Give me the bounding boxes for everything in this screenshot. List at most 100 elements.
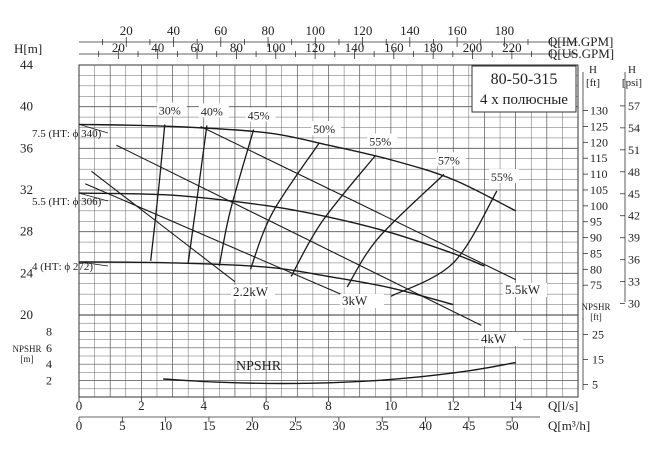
efficiency-label-bg — [435, 152, 466, 167]
psi-tick-label: 42 — [628, 209, 640, 223]
efficiency-label-bg — [245, 107, 276, 122]
ft-tick-label: 80 — [590, 262, 602, 276]
npsh-tick-label: 8 — [46, 324, 52, 338]
bottom-tick-label: 10 — [384, 398, 397, 413]
npsh-tick-label: 2 — [46, 374, 52, 388]
top-tick-label: 40 — [167, 23, 180, 38]
head-tick-label: 28 — [20, 224, 33, 239]
power-line — [91, 170, 236, 283]
top-axis-label: Q[US.GPM] — [548, 46, 614, 61]
top-tick-label: 220 — [502, 40, 522, 55]
bottom-tick-label: 20 — [246, 418, 259, 433]
bottom-tick-label: 30 — [332, 418, 345, 433]
head-tick-label: 44 — [20, 57, 34, 72]
power-line-label: 5.5kW — [505, 282, 541, 297]
bottom-tick-label: 12 — [447, 398, 460, 413]
npsh-tick-label: 6 — [46, 341, 52, 355]
bottom-tick-label: 2 — [138, 398, 145, 413]
npsh-axis-unit: [m] — [21, 354, 34, 364]
ft-axis-unit: [ft] — [586, 77, 600, 89]
npsh-tick-label: 4 — [46, 357, 52, 371]
ft-axis-label: H — [589, 64, 597, 76]
efficiency-label: 55% — [369, 135, 391, 149]
bottom-axes: 0 2 4 6 8 10 12 14 Q[l/s] 0 5 10 15 20 25 30 35 40 45 50 Q[m… — [76, 397, 590, 433]
efficiency-label: 50% — [313, 122, 335, 136]
power-line — [200, 126, 516, 281]
chart-curves: 7.5 (НТ: ϕ 340) 5.5 (НТ: ϕ 306) 4 (НТ: ϕ 2… — [32, 102, 547, 385]
head-curve — [78, 123, 516, 212]
efficiency-curve — [390, 190, 498, 297]
ft-tick-label: 115 — [590, 151, 608, 165]
efficiency-curve — [187, 125, 208, 263]
ft-tick-label: 90 — [590, 231, 602, 245]
psi-tick-label: 36 — [628, 253, 640, 267]
ft-tick-label: 120 — [590, 135, 608, 149]
model-title-box: 80-50-315 4 х полюсные — [471, 65, 577, 113]
ft-tick-label: 95 — [590, 215, 602, 229]
top-tick-label: 20 — [120, 23, 133, 38]
top-tick-label: 160 — [447, 23, 467, 38]
psi-tick-label: 48 — [628, 165, 640, 179]
psi-tick-label: 33 — [628, 275, 640, 289]
right-axes: H[ft]7580859095100105110115120125130H[ps… — [581, 64, 642, 392]
top-tick-label: 60 — [214, 23, 227, 38]
head-curve-label: 5.5 (НТ: ϕ 306) — [32, 196, 102, 208]
top-tick-label: 80 — [230, 40, 243, 55]
bottom-tick-label: 14 — [509, 398, 523, 413]
head-tick-label: 32 — [20, 182, 33, 197]
power-line-label: 4kW — [481, 331, 507, 346]
power-line-label: 3kW — [342, 293, 368, 308]
head-curve-leader — [78, 192, 109, 202]
bottom-tick-label: 50 — [506, 418, 519, 433]
power-label-bg — [479, 332, 523, 346]
power-line — [116, 144, 482, 326]
bottom-tick-label: 8 — [325, 398, 332, 413]
bottom-tick-label: 25 — [289, 418, 302, 433]
efficiency-label: 45% — [248, 109, 270, 123]
power-line-label: 2.2kW — [233, 284, 269, 299]
bottom-tick-label: 0 — [76, 398, 83, 413]
efficiency-curve — [218, 129, 255, 267]
bottom-tick-label: 35 — [376, 418, 389, 433]
efficiency-curve — [249, 142, 320, 270]
top-tick-label: 160 — [384, 40, 404, 55]
head-curve-leader — [78, 261, 109, 267]
efficiency-label-bg — [367, 133, 398, 148]
npsh-axis-label: NPSHR — [12, 344, 41, 354]
head-curve — [78, 261, 454, 306]
ft-tick-label: 125 — [590, 119, 608, 133]
ft-tick-label: 75 — [590, 278, 602, 292]
bottom-axis-label: Q[l/s] — [548, 398, 578, 413]
top-tick-label: 40 — [151, 40, 164, 55]
npshr-curve — [163, 361, 516, 385]
psi-tick-label: 39 — [628, 231, 640, 245]
bottom-axis-label: Q[m³/h] — [548, 418, 590, 433]
top-tick-label: 20 — [112, 40, 125, 55]
head-axis-label-m: H[m] — [14, 41, 42, 56]
top-tick-label: 180 — [423, 40, 443, 55]
bottom-tick-label: 0 — [76, 418, 83, 433]
top-tick-label: 140 — [400, 23, 420, 38]
head-tick-label: 20 — [20, 307, 33, 322]
efficiency-curve — [150, 124, 166, 261]
efficiency-label-bg — [156, 102, 187, 117]
ft-tick-label: 100 — [590, 199, 608, 213]
ft-tick-label: 130 — [590, 104, 608, 118]
psi-axis-label: H — [628, 64, 636, 76]
ft-tick-label: 110 — [590, 167, 608, 181]
psi-tick-label: 30 — [628, 297, 640, 311]
psi-axis-unit: [psi] — [622, 77, 642, 89]
npsh-ft-axis-unit: [ft] — [590, 312, 602, 322]
top-tick-label: 80 — [262, 23, 275, 38]
top-tick-label: 140 — [345, 40, 365, 55]
psi-tick-label: 57 — [628, 99, 640, 113]
efficiency-label-bg — [311, 121, 342, 136]
chart-title: 80-50-315 — [491, 71, 558, 88]
efficiency-curve — [346, 173, 445, 288]
efficiency-curve — [290, 155, 376, 277]
ft-tick-label: 105 — [590, 183, 608, 197]
